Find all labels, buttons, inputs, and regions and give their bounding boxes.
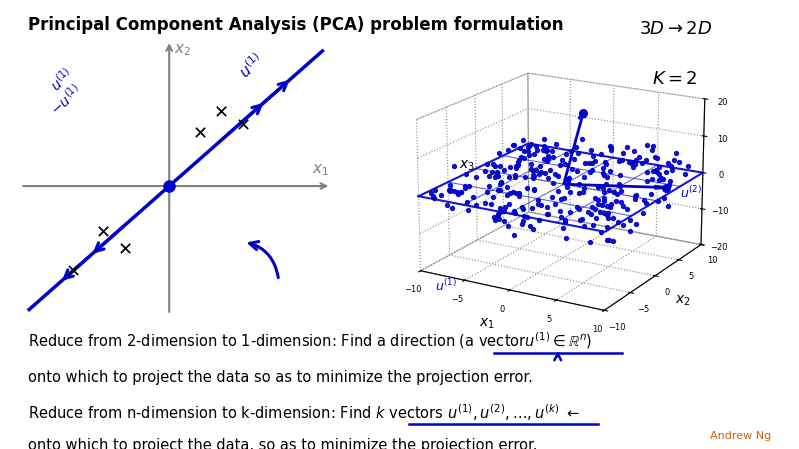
Text: $3D \rightarrow 2D$: $3D \rightarrow 2D$: [638, 20, 712, 38]
Text: Reduce from n-dimension to k-dimension: Find $k$ vectors $u^{(1)}, u^{(2)}, \ldo: Reduce from n-dimension to k-dimension: …: [28, 402, 579, 423]
Text: ✕: ✕: [118, 242, 133, 260]
Text: $-u^{(1)}$: $-u^{(1)}$: [46, 81, 85, 118]
Text: $u^{(1)}$: $u^{(1)}$: [46, 65, 77, 95]
Text: $x_2$: $x_2$: [174, 42, 192, 58]
Text: onto which to project the data, so as to minimize the projection error.: onto which to project the data, so as to…: [28, 438, 538, 449]
Text: Principal Component Analysis (PCA) problem formulation: Principal Component Analysis (PCA) probl…: [28, 16, 563, 34]
Text: onto which to project the data so as to minimize the projection error.: onto which to project the data so as to …: [28, 370, 533, 385]
Text: Reduce from 2-dimension to 1-dimension: Find a direction (a vector$u^{(1)} \in \: Reduce from 2-dimension to 1-dimension: …: [28, 330, 592, 351]
Text: $x_1$: $x_1$: [312, 163, 329, 178]
Text: $K = 2$: $K = 2$: [652, 70, 698, 88]
Text: ✕: ✕: [193, 126, 208, 144]
Text: ✕: ✕: [66, 263, 81, 281]
Text: ✕: ✕: [214, 104, 229, 122]
Text: $u^{(1)}$: $u^{(1)}$: [235, 50, 267, 82]
Text: Andrew Ng: Andrew Ng: [710, 431, 771, 441]
Text: ✕: ✕: [96, 224, 111, 242]
Text: ✕: ✕: [236, 117, 251, 135]
